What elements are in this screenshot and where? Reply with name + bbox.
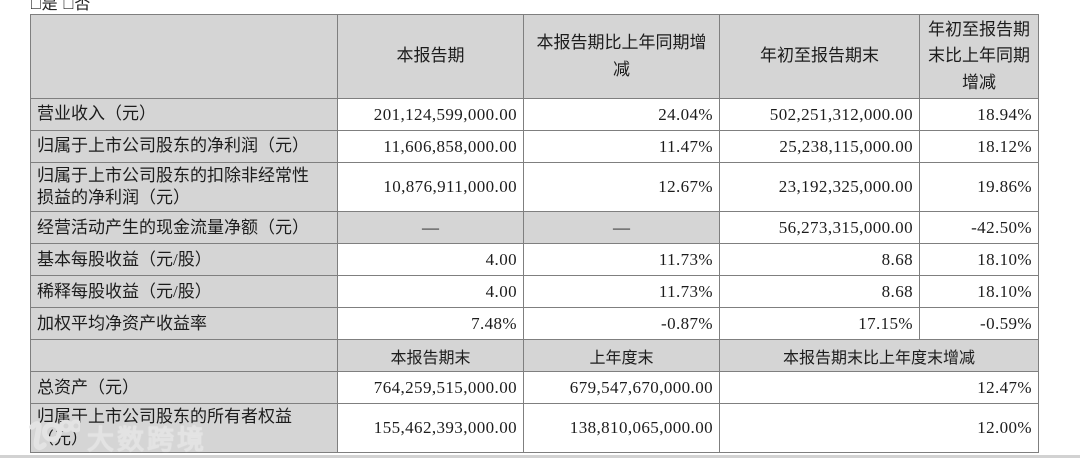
cell-ytd: 23,192,325,000.00 <box>719 162 920 213</box>
row-diluted-eps: 稀释每股收益（元/股） 4.00 11.73% 8.68 18.10% <box>30 275 1039 309</box>
cell-current-period: 4.00 <box>337 275 524 309</box>
cell-ytd: 502,251,312,000.00 <box>719 98 920 132</box>
cell-label: 营业收入（元） <box>30 98 338 132</box>
cell-ytd-yoy: -0.59% <box>919 307 1039 341</box>
watermark-text: 大数跨境 <box>87 425 207 455</box>
cell-label: 基本每股收益（元/股） <box>30 243 338 277</box>
row-total-assets: 总资产（元） 764,259,515,000.00 679,547,670,00… <box>30 371 1039 405</box>
cell-current-period: 10,876,911,000.00 <box>337 162 524 213</box>
cell-ytd-yoy: 18.10% <box>919 243 1039 277</box>
header-yoy-change: 本报告期比上年同期增减 <box>523 13 720 100</box>
cell-prev-year-end: 138,810,065,000.00 <box>523 403 720 454</box>
cell-prev-year-end: 679,547,670,000.00 <box>523 371 720 405</box>
cell-ytd-yoy: -42.50% <box>919 211 1039 245</box>
cell-current-period: 11,606,858,000.00 <box>337 130 524 164</box>
cell-change: 12.00% <box>719 403 1039 454</box>
cell-ytd-yoy: 18.10% <box>919 275 1039 309</box>
page-bottom-edge <box>0 455 1080 458</box>
header-current-period: 本报告期 <box>337 13 524 100</box>
cell-label: 总资产（元） <box>30 371 338 405</box>
row-shareholders-equity: 归属于上市公司股东的所有者权益 （元） 155,462,393,000.00 1… <box>30 403 1039 454</box>
cell-yoy-change: 24.04% <box>523 98 720 132</box>
subheader-prev-year-end: 上年度末 <box>523 339 720 373</box>
row-basic-eps: 基本每股收益（元/股） 4.00 11.73% 8.68 18.10% <box>30 243 1039 277</box>
cell-change: 12.47% <box>719 371 1039 405</box>
checkbox-line-fragment: □是 □否 <box>31 0 92 13</box>
cell-yoy-change: 11.73% <box>523 275 720 309</box>
cell-ytd-yoy: 19.86% <box>919 162 1039 213</box>
cell-ytd: 8.68 <box>719 243 920 277</box>
cell-current-period: 201,124,599,000.00 <box>337 98 524 132</box>
cell-current-period: 4.00 <box>337 243 524 277</box>
header-ytd: 年初至报告期末 <box>719 13 920 100</box>
header-empty <box>30 13 338 100</box>
subheader-empty <box>30 339 338 373</box>
cell-current-period-end: 155,462,393,000.00 <box>337 403 524 454</box>
cell-ytd: 17.15% <box>719 307 920 341</box>
row-non-recurring-net-profit: 归属于上市公司股东的扣除非经常性 损益的净利润（元） 10,876,911,00… <box>30 162 1039 213</box>
cell-current-period-dash: — <box>337 211 524 245</box>
cell-yoy-change: -0.87% <box>523 307 720 341</box>
row-operating-cash-flow: 经营活动产生的现金流量净额（元） — — 56,273,315,000.00 -… <box>30 211 1039 245</box>
cell-label: 经营活动产生的现金流量净额（元） <box>30 211 338 245</box>
cell-yoy-change: 12.67% <box>523 162 720 213</box>
row-weighted-roe: 加权平均净资产收益率 7.48% -0.87% 17.15% -0.59% <box>30 307 1039 341</box>
row-revenue: 营业收入（元） 201,124,599,000.00 24.04% 502,25… <box>30 98 1039 132</box>
cell-label: 归属于上市公司股东的净利润（元） <box>30 130 338 164</box>
cell-label: 归属于上市公司股东的扣除非经常性 损益的净利润（元） <box>30 162 338 213</box>
row-net-profit: 归属于上市公司股东的净利润（元） 11,606,858,000.00 11.47… <box>30 130 1039 164</box>
subheader-change-vs-prev-year-end: 本报告期末比上年度末增减 <box>719 339 1039 373</box>
cell-yoy-change: 11.73% <box>523 243 720 277</box>
header-ytd-yoy: 年初至报告期末比上年同期增减 <box>919 13 1039 100</box>
cell-current-period-end: 764,259,515,000.00 <box>337 371 524 405</box>
watermark-logo-icon <box>24 417 83 458</box>
watermark: 大数跨境 <box>24 417 207 458</box>
cell-label: 加权平均净资产收益率 <box>30 307 338 341</box>
cell-ytd-yoy: 18.12% <box>919 130 1039 164</box>
cell-yoy-change: 11.47% <box>523 130 720 164</box>
cell-yoy-change-dash: — <box>523 211 720 245</box>
cell-ytd: 56,273,315,000.00 <box>719 211 920 245</box>
cell-label: 稀释每股收益（元/股） <box>30 275 338 309</box>
cell-current-period: 7.48% <box>337 307 524 341</box>
header-row-end-of-period: 本报告期末 上年度末 本报告期末比上年度末增减 <box>30 339 1039 373</box>
subheader-current-period-end: 本报告期末 <box>337 339 524 373</box>
financial-summary-table: 本报告期 本报告期比上年同期增减 年初至报告期末 年初至报告期末比上年同期增减 … <box>30 13 1039 454</box>
cell-ytd: 25,238,115,000.00 <box>719 130 920 164</box>
cell-label: 归属于上市公司股东的所有者权益 （元） <box>30 403 338 454</box>
cell-ytd-yoy: 18.94% <box>919 98 1039 132</box>
header-row-period: 本报告期 本报告期比上年同期增减 年初至报告期末 年初至报告期末比上年同期增减 <box>30 13 1039 100</box>
cell-ytd: 8.68 <box>719 275 920 309</box>
